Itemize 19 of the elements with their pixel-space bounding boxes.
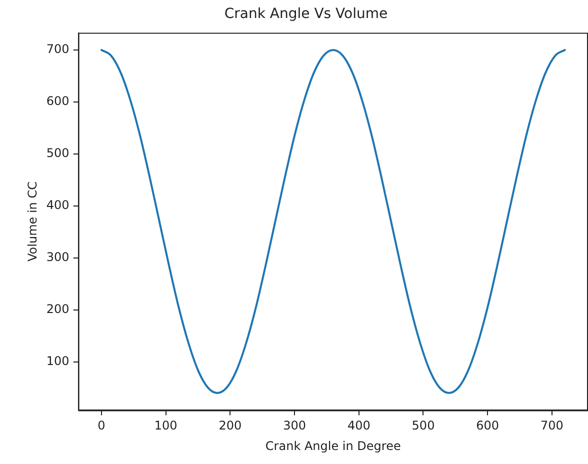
chart-title: Crank Angle Vs Volume [224, 6, 388, 22]
y-tick-label: 700 [46, 42, 70, 56]
y-tick-label: 300 [46, 250, 70, 264]
x-tick-label: 100 [154, 418, 178, 433]
x-axis-title: Crank Angle in Degree [265, 438, 401, 453]
y-tick-label: 400 [46, 198, 70, 212]
y-tick-label: 600 [46, 94, 70, 108]
y-axis-title: Volume in CC [25, 182, 40, 262]
line-series [100, 48, 566, 394]
y-tick-label: 100 [46, 354, 70, 368]
x-tick-label: 600 [476, 418, 500, 433]
x-tick-label: 700 [540, 418, 564, 433]
y-tick-label: 500 [46, 146, 70, 160]
y-tick-label: 200 [46, 302, 70, 316]
x-tick-label: 0 [98, 418, 106, 433]
x-tick-label: 300 [283, 418, 306, 433]
x-tick-label: 200 [218, 418, 242, 433]
x-tick-label: 400 [347, 418, 370, 433]
x-tick-label: 500 [412, 418, 435, 433]
